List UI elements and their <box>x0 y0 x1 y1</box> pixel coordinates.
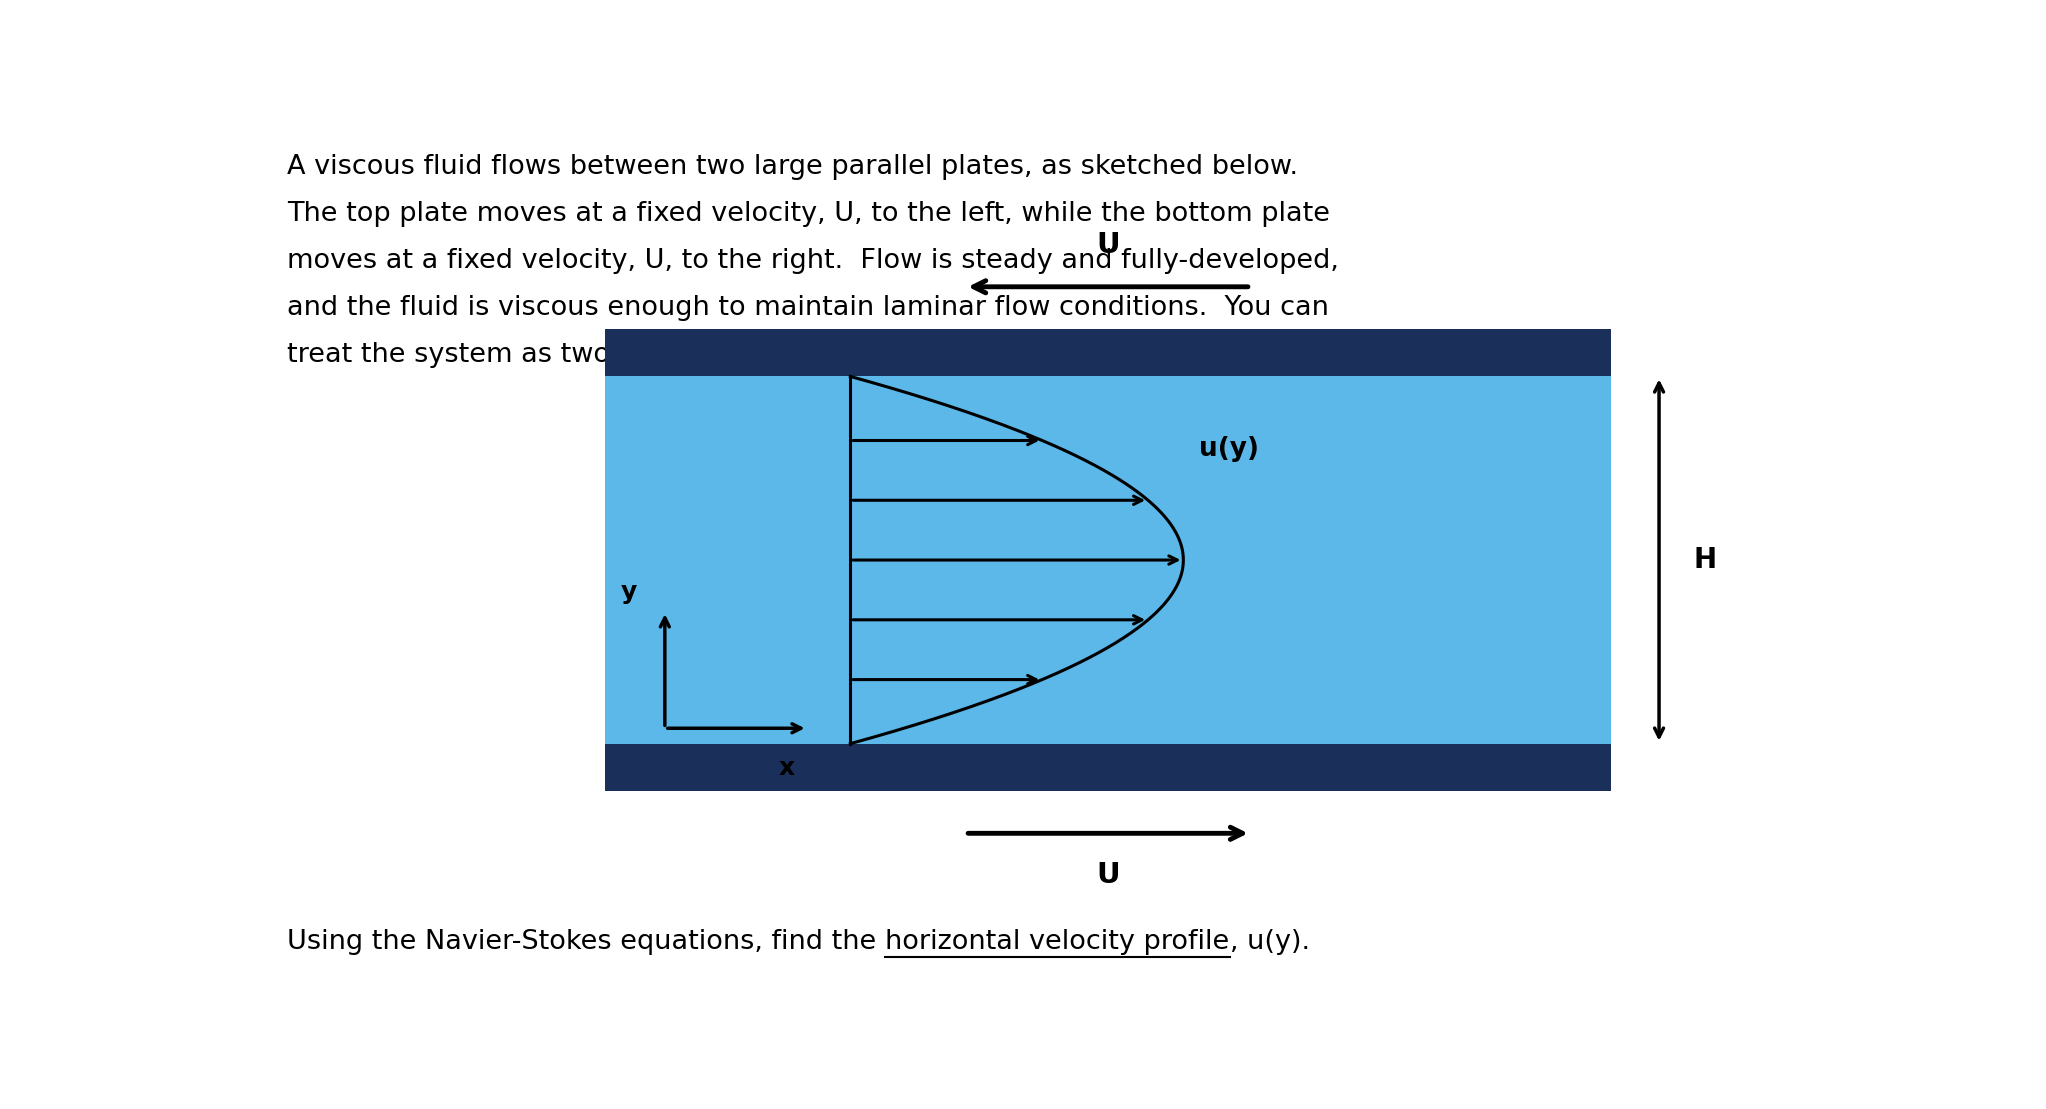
Text: horizontal velocity profile: horizontal velocity profile <box>886 928 1230 955</box>
Text: H: H <box>1694 546 1717 574</box>
Text: U: U <box>1097 232 1119 260</box>
Bar <box>606 744 1612 791</box>
Text: u(y): u(y) <box>1199 436 1258 462</box>
Text: The top plate moves at a fixed velocity, U, to the left, while the bottom plate: The top plate moves at a fixed velocity,… <box>286 202 1330 227</box>
Text: y: y <box>620 580 636 604</box>
Text: and the fluid is viscous enough to maintain laminar flow conditions.  You can: and the fluid is viscous enough to maint… <box>286 295 1330 322</box>
Text: treat the system as two-dimensional and incompressible.: treat the system as two-dimensional and … <box>286 343 1068 368</box>
Bar <box>606 329 1612 376</box>
Text: A viscous fluid flows between two large parallel plates, as sketched below.: A viscous fluid flows between two large … <box>286 154 1299 181</box>
Text: U: U <box>1097 861 1119 888</box>
Bar <box>606 376 1612 744</box>
Text: , u(y).: , u(y). <box>1230 928 1309 955</box>
Text: x: x <box>780 755 796 780</box>
Text: moves at a fixed velocity, U, to the right.  Flow is steady and fully-developed,: moves at a fixed velocity, U, to the rig… <box>286 248 1340 274</box>
Text: Using the Navier-Stokes equations, find the: Using the Navier-Stokes equations, find … <box>286 928 886 955</box>
